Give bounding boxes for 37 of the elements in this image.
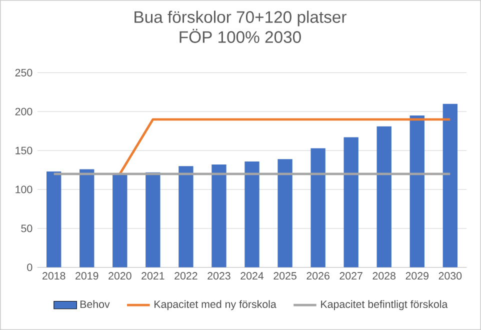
x-tick-label: 2023 [208, 272, 230, 280]
x-tick-label: 2025 [274, 272, 296, 280]
x-tick-label: 2020 [108, 272, 132, 280]
y-tick-label: 100 [16, 186, 32, 194]
y-tick-label: 150 [16, 146, 32, 154]
bar [46, 172, 62, 268]
bar [244, 161, 260, 268]
x-tick-label: 2019 [76, 272, 98, 280]
y-tick-label: 50 [21, 224, 32, 232]
x-tick-label: 2018 [42, 272, 66, 280]
x-tick-label: 2022 [174, 272, 198, 280]
bar [410, 115, 424, 268]
y-tick-label: 200 [15, 108, 32, 116]
legend-label: Behov [80, 300, 110, 308]
x-tick-label: 2030 [438, 272, 462, 280]
bar [310, 148, 326, 268]
x-tick-label: 2029 [406, 272, 428, 280]
x-tick-label: 2028 [372, 272, 396, 280]
bar [146, 172, 160, 268]
x-tick-label: 2026 [306, 272, 330, 280]
x-tick-label: 2024 [240, 272, 264, 280]
legend-label: Kapacitet befintligt förskola [321, 300, 448, 310]
legend-label: Kapacitet med ny förskola [154, 300, 276, 310]
bar [278, 159, 292, 268]
y-tick-label: 250 [15, 68, 32, 76]
bar [344, 137, 358, 268]
bar [442, 104, 458, 268]
x-tick-label: 2027 [340, 272, 362, 280]
bar [376, 126, 392, 268]
bar [178, 166, 194, 268]
y-tick-label: 0 [27, 264, 32, 272]
chart-subtitle: FÖP 100% 2030 [180, 28, 301, 43]
chart-title: Bua förskolor 70+120 platser [134, 10, 346, 26]
bar [80, 169, 94, 268]
bar [212, 164, 226, 268]
x-tick-label: 2021 [142, 272, 164, 280]
bar [112, 174, 128, 268]
